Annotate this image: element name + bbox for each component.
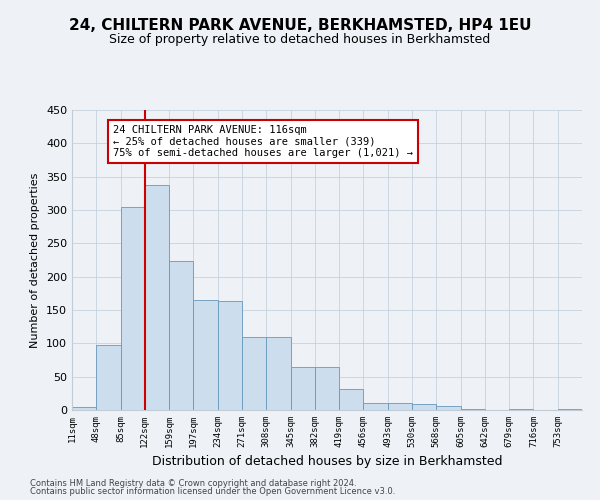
Bar (72, 408, 96, 410)
Bar (193, 300, 218, 410)
Bar (509, 408, 533, 410)
Bar (145, 184, 169, 410)
Bar (436, 406, 461, 410)
Bar (242, 338, 266, 410)
Bar (364, 402, 388, 410)
Text: 24, CHILTERN PARK AVENUE, BERKHAMSTED, HP4 1EU: 24, CHILTERN PARK AVENUE, BERKHAMSTED, H… (69, 18, 531, 32)
Y-axis label: Number of detached properties: Number of detached properties (31, 172, 40, 348)
Bar (339, 388, 364, 410)
Bar (315, 366, 339, 410)
Text: Contains HM Land Registry data © Crown copyright and database right 2024.: Contains HM Land Registry data © Crown c… (30, 478, 356, 488)
Text: Contains public sector information licensed under the Open Government Licence v3: Contains public sector information licen… (30, 487, 395, 496)
Bar (218, 300, 242, 410)
Bar (169, 260, 193, 410)
Bar (121, 208, 145, 410)
Bar (388, 404, 412, 410)
Bar (558, 408, 582, 410)
Bar (266, 338, 290, 410)
Text: 24 CHILTERN PARK AVENUE: 116sqm
← 25% of detached houses are smaller (339)
75% o: 24 CHILTERN PARK AVENUE: 116sqm ← 25% of… (113, 125, 413, 158)
Text: Size of property relative to detached houses in Berkhamsted: Size of property relative to detached ho… (109, 32, 491, 46)
Bar (461, 408, 485, 410)
Bar (412, 404, 436, 410)
X-axis label: Distribution of detached houses by size in Berkhamsted: Distribution of detached houses by size … (152, 456, 502, 468)
Bar (96, 346, 121, 410)
Bar (290, 366, 315, 410)
